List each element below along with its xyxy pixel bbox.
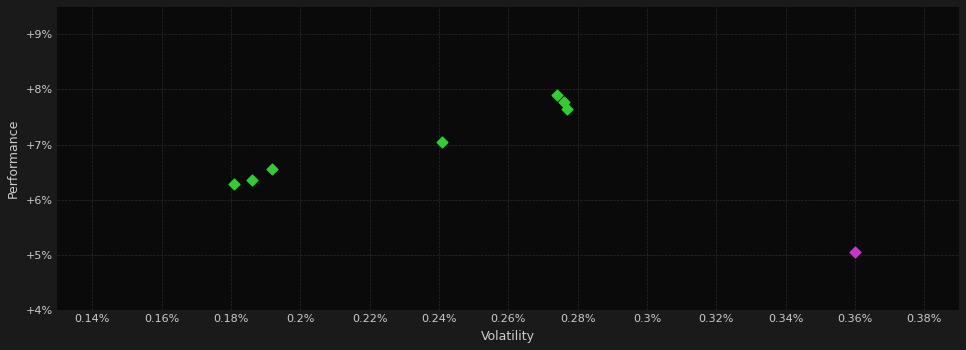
Point <box>559 106 575 112</box>
Point <box>244 177 260 183</box>
Point <box>556 99 572 104</box>
Point <box>435 139 450 145</box>
Point <box>847 249 863 255</box>
X-axis label: Volatility: Volatility <box>481 330 535 343</box>
Point <box>265 167 280 172</box>
Y-axis label: Performance: Performance <box>7 119 20 198</box>
Point <box>549 92 564 98</box>
Point <box>227 181 242 187</box>
